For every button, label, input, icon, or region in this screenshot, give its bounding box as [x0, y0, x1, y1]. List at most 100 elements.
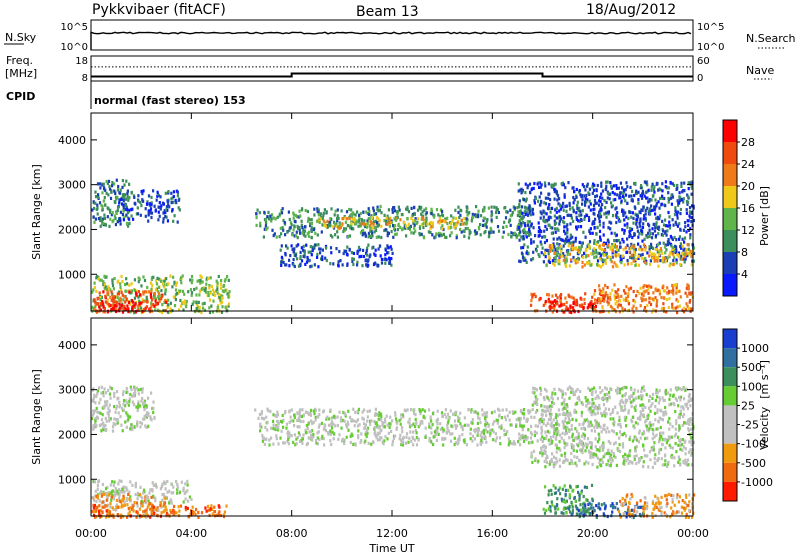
- data-cell: [310, 419, 313, 423]
- data-cell: [134, 310, 138, 314]
- data-cell: [374, 434, 377, 438]
- data-cell: [661, 219, 664, 223]
- data-cell: [648, 300, 651, 304]
- data-cell: [127, 512, 130, 516]
- data-cell: [637, 242, 640, 246]
- data-cell: [151, 481, 154, 485]
- data-cell: [678, 237, 681, 241]
- data-cell: [172, 485, 175, 489]
- data-cell: [102, 425, 105, 429]
- data-cell: [122, 494, 125, 498]
- data-cell: [101, 299, 104, 304]
- data-cell: [133, 394, 136, 398]
- data-cell: [540, 416, 543, 420]
- data-cell: [127, 415, 130, 419]
- data-cell: [402, 227, 405, 231]
- data-cell: [107, 410, 110, 414]
- data-cell: [91, 208, 94, 212]
- data-cell: [412, 422, 415, 426]
- data-cell: [680, 257, 684, 261]
- data-cell: [653, 190, 656, 194]
- data-cell: [665, 224, 668, 228]
- data-cell: [482, 218, 485, 223]
- data-cell: [677, 210, 680, 214]
- data-cell: [109, 288, 112, 292]
- data-cell: [363, 426, 366, 430]
- data-cell: [109, 295, 112, 299]
- data-cell: [671, 250, 674, 254]
- data-cell: [373, 419, 376, 424]
- data-cell: [216, 287, 219, 291]
- data-cell: [263, 210, 266, 214]
- data-cell: [397, 205, 400, 209]
- data-cell: [425, 221, 428, 225]
- data-cell: [177, 505, 180, 509]
- data-cell: [269, 214, 272, 218]
- data-cell: [151, 488, 154, 492]
- data-cell: [368, 219, 371, 223]
- data-cell: [594, 305, 597, 309]
- data-cell: [114, 487, 117, 491]
- data-cell: [101, 500, 104, 504]
- data-cell: [360, 438, 363, 443]
- data-cell: [626, 225, 629, 229]
- data-cell: [634, 212, 637, 216]
- data-cell: [137, 280, 140, 284]
- data-cell: [596, 262, 599, 266]
- data-cell: [289, 254, 292, 258]
- data-cell: [127, 307, 130, 311]
- data-cell: [97, 410, 101, 415]
- data-cell: [92, 411, 95, 415]
- data-cell: [558, 197, 561, 201]
- data-cell: [506, 414, 509, 418]
- data-cell: [654, 288, 657, 292]
- data-cell: [588, 229, 591, 233]
- data-cell: [364, 233, 367, 237]
- data-cell: [583, 297, 586, 302]
- data-cell: [679, 257, 682, 261]
- data-cell: [565, 305, 568, 309]
- data-region: [544, 242, 695, 269]
- data-cell: [397, 224, 400, 228]
- data-cell: [335, 247, 338, 251]
- data-cell: [617, 218, 620, 222]
- data-cell: [297, 418, 301, 422]
- data-cell: [140, 422, 143, 426]
- data-cell: [550, 395, 553, 400]
- data-cell: [595, 188, 598, 192]
- data-cell: [222, 284, 225, 288]
- data-cell: [275, 414, 278, 418]
- data-cell: [147, 499, 150, 503]
- data-cell: [138, 302, 141, 306]
- data-cell: [110, 290, 113, 294]
- data-cell: [118, 198, 121, 202]
- data-cell: [536, 439, 539, 443]
- data-cell: [560, 247, 563, 251]
- data-cell: [491, 212, 494, 216]
- data-cell: [559, 299, 562, 303]
- data-cell: [336, 217, 339, 221]
- data-cell: [603, 427, 606, 432]
- data-cell: [615, 214, 618, 218]
- data-cell: [654, 225, 657, 230]
- data-cell: [119, 288, 123, 292]
- data-cell: [172, 491, 175, 495]
- data-cell: [593, 239, 596, 243]
- data-cell: [554, 182, 557, 186]
- data-cell: [633, 182, 636, 186]
- data-cell: [638, 231, 641, 236]
- data-cell: [117, 505, 120, 509]
- data-cell: [123, 295, 126, 299]
- data-cell: [598, 310, 601, 314]
- data-cell: [407, 210, 411, 214]
- data-cell: [656, 226, 659, 231]
- data-cell: [475, 205, 478, 209]
- data-cell: [128, 221, 131, 225]
- data-cell: [125, 498, 128, 502]
- data-cell: [687, 187, 690, 191]
- data-cell: [597, 406, 600, 410]
- data-cell: [517, 182, 520, 186]
- data-cell: [336, 230, 339, 234]
- data-cell: [102, 221, 105, 225]
- data-cell: [388, 422, 391, 426]
